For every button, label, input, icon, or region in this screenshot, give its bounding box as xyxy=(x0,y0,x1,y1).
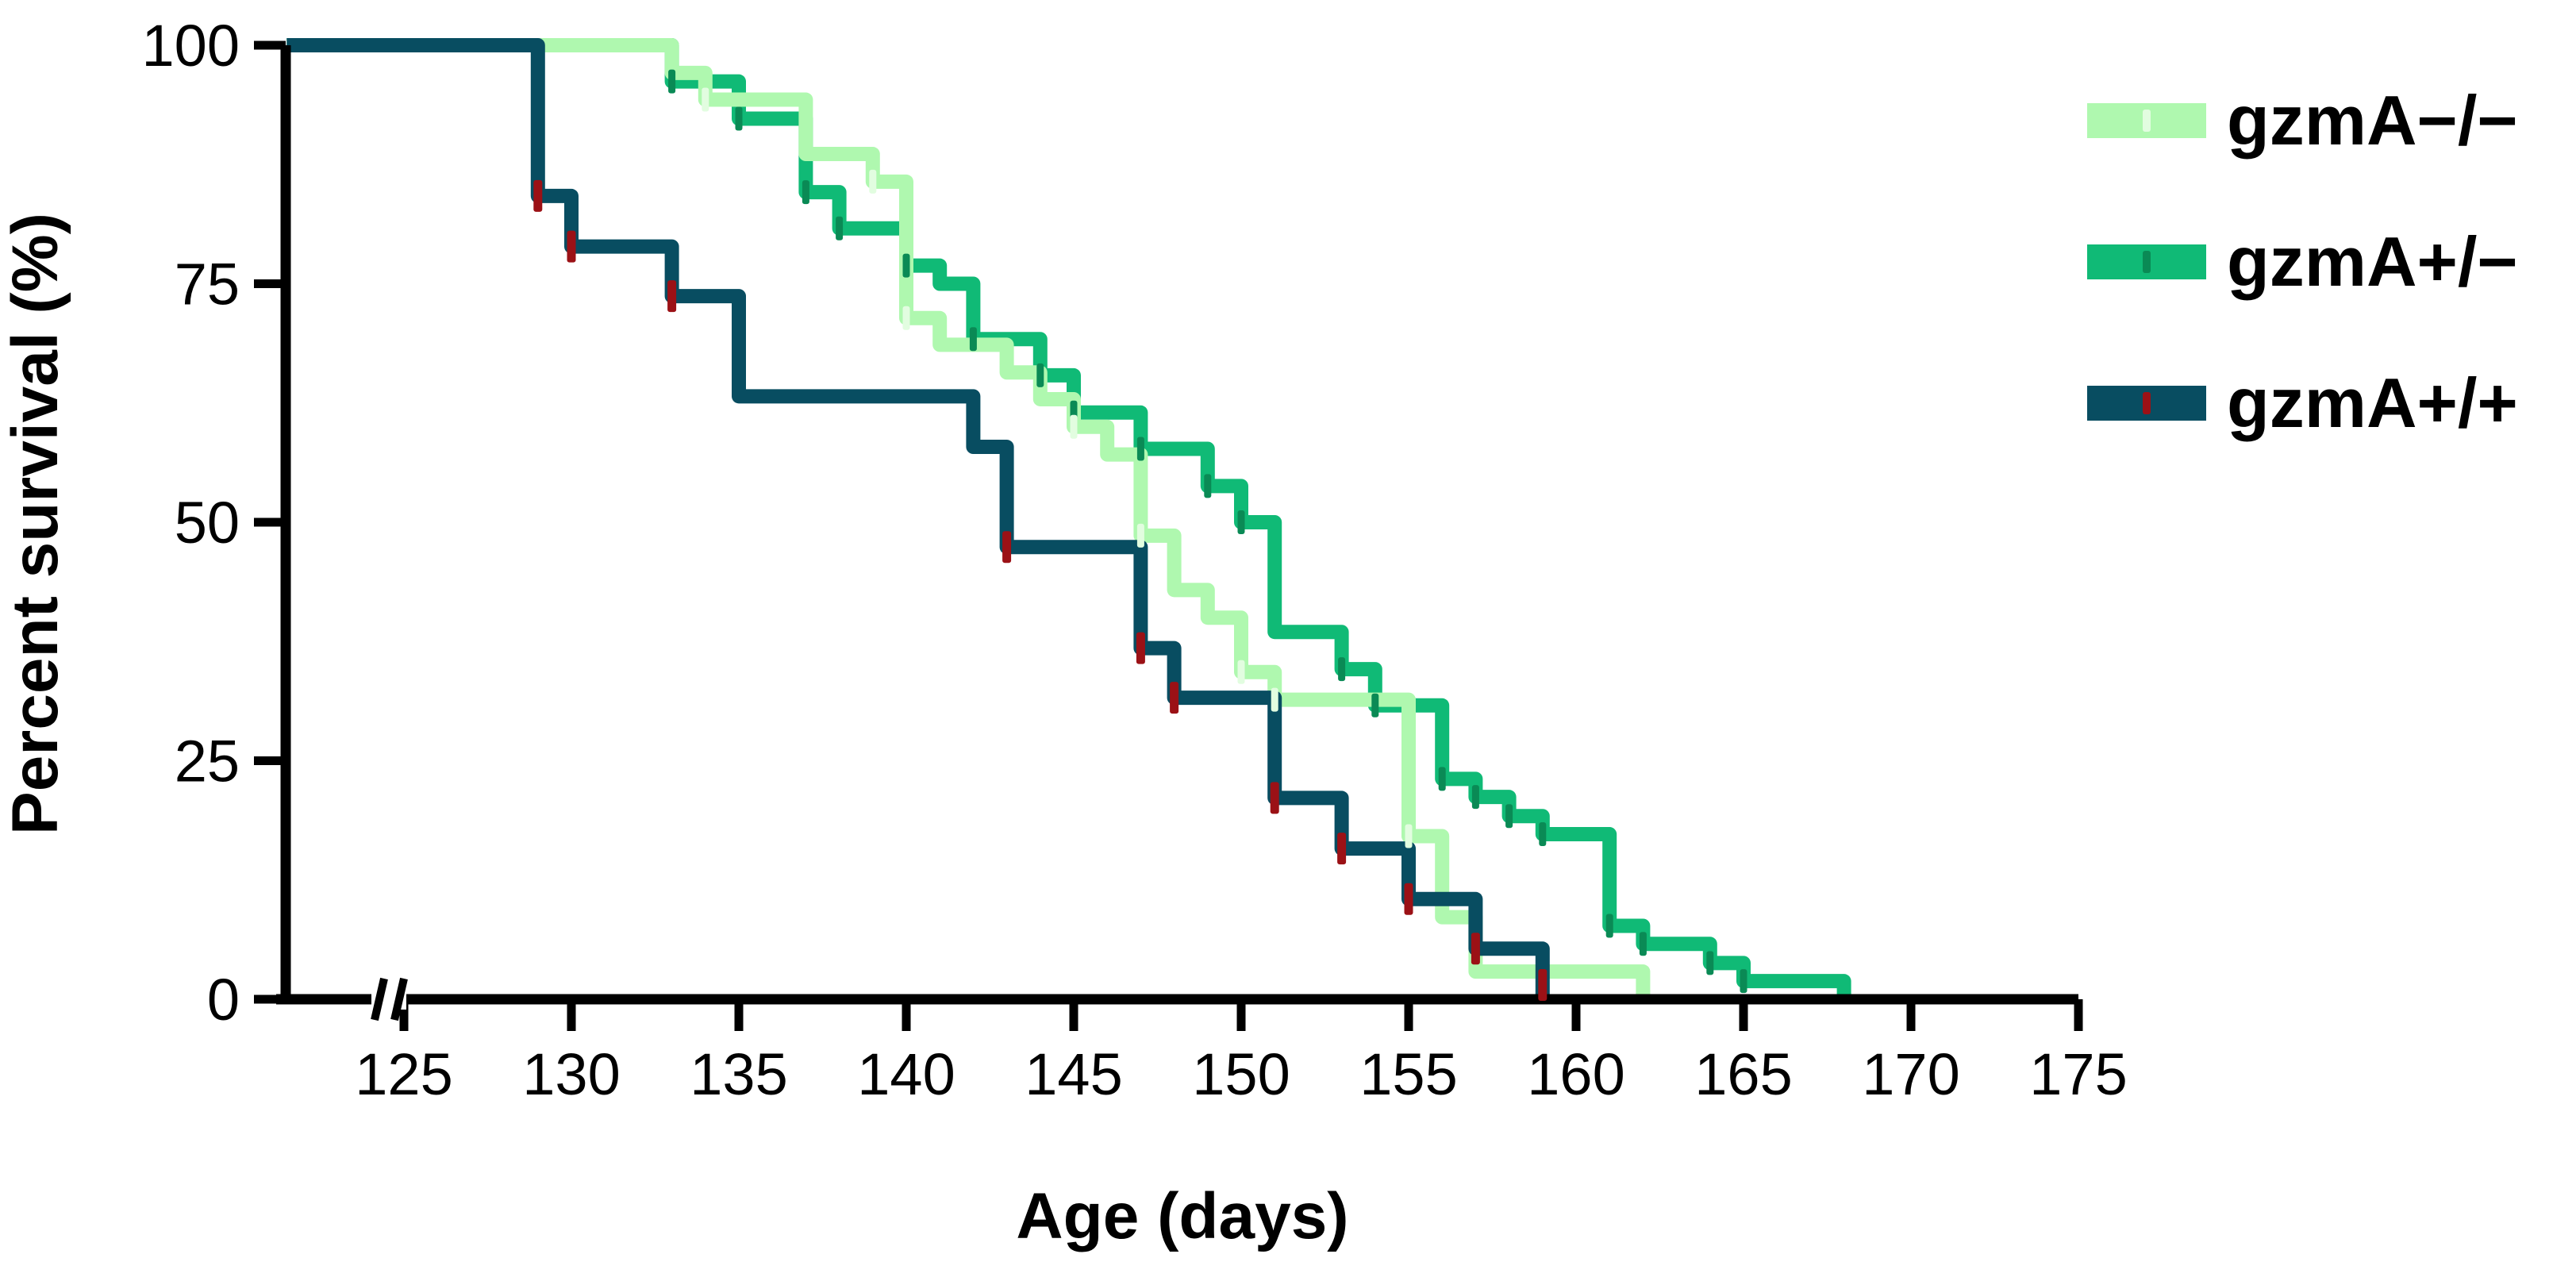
censor-marks xyxy=(533,69,1747,1001)
legend-swatch-censor-mark-gzmA+/+ xyxy=(2143,392,2151,414)
censor-mark-gzmA+/- xyxy=(1505,804,1513,829)
censor-mark-gzmA+/- xyxy=(1605,914,1613,938)
legend: gzmA−/− gzmA+/− gzmA+/+ xyxy=(2087,81,2518,442)
y-tick-label: 75 xyxy=(175,252,240,317)
y-tick-label: 100 xyxy=(142,13,240,79)
censor-mark-gzmA+/- xyxy=(1136,437,1144,461)
legend-swatch-censor-mark-gzmA-/- xyxy=(2143,110,2151,132)
censor-mark-gzmA-/- xyxy=(1070,414,1078,439)
curve-gzmA+/- xyxy=(286,38,1851,999)
censor-mark-gzmA+/+ xyxy=(1170,682,1179,714)
x-tick-label: 170 xyxy=(1862,1041,1959,1107)
censor-mark-gzmA+/- xyxy=(1471,785,1479,810)
x-tick-label: 140 xyxy=(857,1041,955,1107)
y-tick-label: 0 xyxy=(207,967,240,1033)
censor-mark-gzmA+/- xyxy=(802,180,809,205)
y-tick-label: 50 xyxy=(175,490,240,556)
censor-mark-gzmA+/+ xyxy=(1002,531,1012,564)
censor-mark-gzmA+/+ xyxy=(1270,782,1279,814)
axis-labels: Age (days) Percent survival (%) xyxy=(0,213,1349,1252)
censor-mark-gzmA-/- xyxy=(1271,687,1278,712)
x-tick-label: 145 xyxy=(1025,1041,1122,1107)
censor-mark-gzmA+/- xyxy=(1740,969,1747,994)
censor-mark-gzmA+/- xyxy=(902,253,910,278)
legend-label-gzmA+/+: gzmA+/+ xyxy=(2227,364,2518,442)
axis-break-slash xyxy=(371,977,388,1021)
censor-mark-gzmA+/+ xyxy=(1471,933,1480,965)
x-tick-label: 135 xyxy=(690,1041,787,1107)
censor-mark-gzmA+/- xyxy=(1539,822,1547,847)
censor-mark-gzmA-/- xyxy=(1405,824,1413,848)
censor-mark-gzmA+/- xyxy=(1338,657,1346,682)
censor-mark-gzmA-/- xyxy=(702,87,709,112)
legend-swatch-censor-mark-gzmA+/- xyxy=(2143,251,2151,273)
censor-mark-gzmA-/- xyxy=(869,169,877,194)
censor-mark-gzmA+/- xyxy=(1204,474,1212,498)
censor-mark-gzmA+/- xyxy=(969,327,977,352)
censor-mark-gzmA+/- xyxy=(1706,951,1714,975)
x-tick-label: 175 xyxy=(2029,1041,2127,1107)
legend-label-gzmA-/-: gzmA−/− xyxy=(2227,81,2518,160)
censor-mark-gzmA+/- xyxy=(1036,363,1044,387)
censor-mark-gzmA-/- xyxy=(1136,523,1144,548)
x-tick-label: 155 xyxy=(1359,1041,1457,1107)
censor-mark-gzmA+/+ xyxy=(667,280,677,313)
curve-gzmA-/- xyxy=(286,38,1651,999)
censor-mark-gzmA+/+ xyxy=(533,179,543,212)
censor-mark-gzmA+/+ xyxy=(1538,968,1548,1001)
axes: 0 25 50 75 100 125 130 135 140 145 150 155 160 165 170… xyxy=(142,13,2128,1107)
axis-break-slash xyxy=(390,977,408,1021)
censor-mark-gzmA+/+ xyxy=(567,230,576,263)
censor-mark-gzmA+/- xyxy=(1438,767,1446,791)
y-axis-title: Percent survival (%) xyxy=(0,213,71,835)
censor-mark-gzmA+/+ xyxy=(1136,632,1145,664)
series-curves xyxy=(286,38,1851,999)
y-tick-label: 25 xyxy=(175,729,240,794)
censor-mark-gzmA+/- xyxy=(668,69,676,94)
censor-mark-gzmA+/- xyxy=(1639,932,1647,956)
x-tick-label: 150 xyxy=(1192,1041,1290,1107)
x-tick-label: 130 xyxy=(522,1041,620,1107)
x-tick-label: 160 xyxy=(1527,1041,1624,1107)
x-tick-label: 165 xyxy=(1694,1041,1792,1107)
curve-gzmA+/+ xyxy=(286,38,1550,999)
censor-mark-gzmA-/- xyxy=(902,306,910,330)
censor-mark-gzmA+/- xyxy=(1237,510,1245,534)
censor-mark-gzmA+/+ xyxy=(1337,833,1347,865)
censor-mark-gzmA+/- xyxy=(735,106,743,131)
x-axis-title: Age (days) xyxy=(1016,1180,1348,1252)
legend-label-gzmA+/-: gzmA+/− xyxy=(2227,222,2518,301)
x-tick-label: 125 xyxy=(355,1041,452,1107)
censor-mark-gzmA+/- xyxy=(1371,693,1379,717)
censor-mark-gzmA+/- xyxy=(836,216,844,240)
censor-mark-gzmA+/+ xyxy=(1404,883,1413,915)
censor-mark-gzmA-/- xyxy=(1237,660,1245,684)
